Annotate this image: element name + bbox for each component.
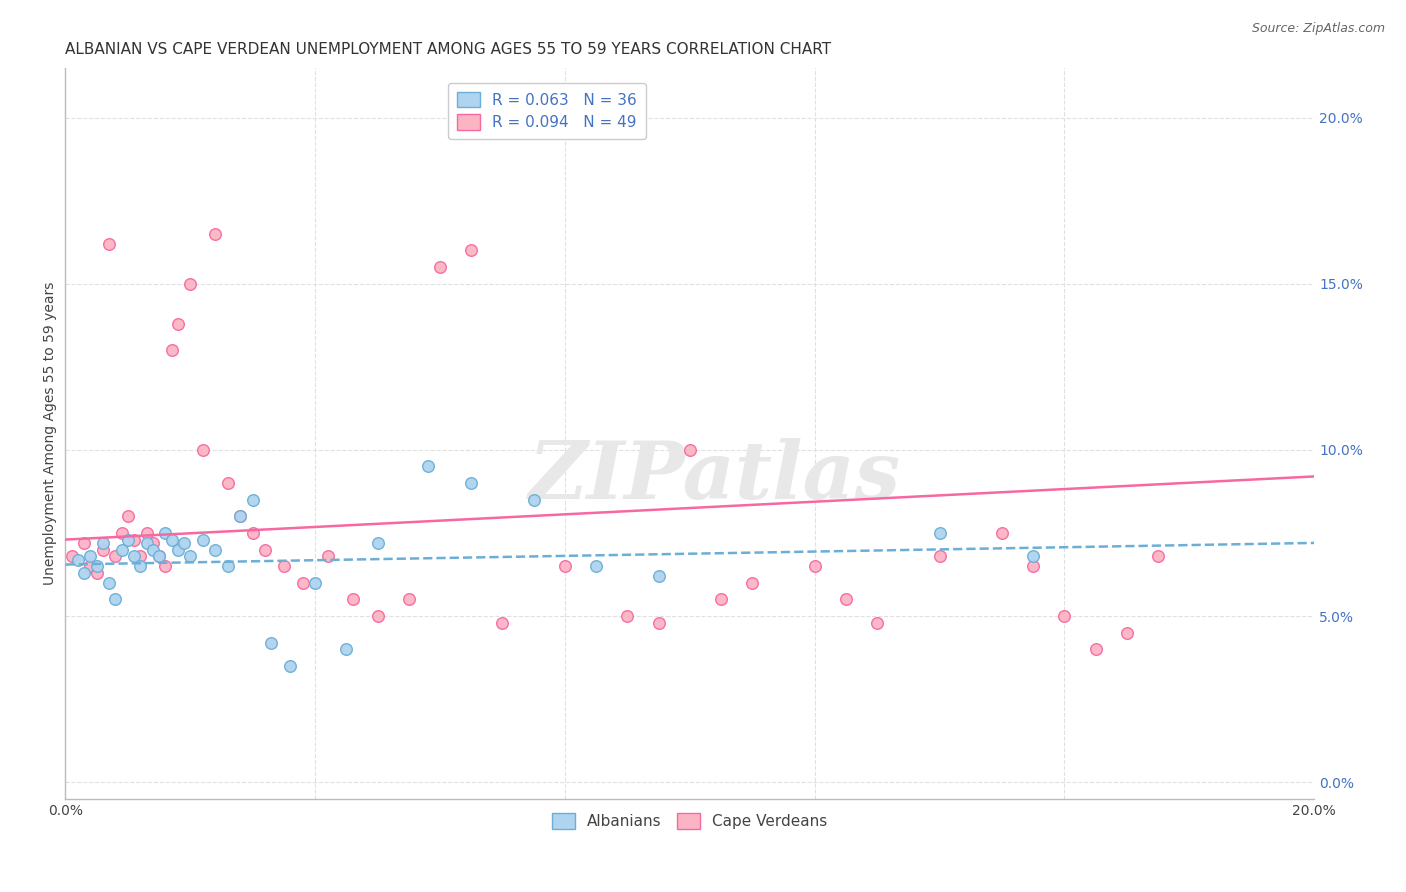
Point [217,559,239,574]
Point [647,569,669,583]
Point [142,542,165,557]
Point [129,549,152,564]
Point [160,343,183,358]
Point [554,559,576,574]
Point [135,536,157,550]
Point [204,227,226,241]
Point [148,549,170,564]
Point [111,525,134,540]
Text: ALBANIAN VS CAPE VERDEAN UNEMPLOYMENT AMONG AGES 55 TO 59 YEARS CORRELATION CHAR: ALBANIAN VS CAPE VERDEAN UNEMPLOYMENT AM… [66,42,831,57]
Point [316,549,339,564]
Point [111,542,134,557]
Point [342,592,364,607]
Point [217,476,239,491]
Point [91,542,114,557]
Point [291,575,314,590]
Point [229,509,252,524]
Point [616,609,638,624]
Point [98,236,121,251]
Y-axis label: Unemployment Among Ages 55 to 59 years: Unemployment Among Ages 55 to 59 years [44,282,58,585]
Point [991,525,1014,540]
Point [429,260,451,274]
Text: ZIPatlas: ZIPatlas [529,438,901,516]
Point [98,575,121,590]
Point [60,549,83,564]
Point [835,592,858,607]
Point [73,566,96,580]
Point [166,542,188,557]
Point [304,575,326,590]
Legend: Albanians, Cape Verdeans: Albanians, Cape Verdeans [546,807,834,835]
Point [66,552,89,566]
Point [104,592,127,607]
Point [86,566,108,580]
Point [585,559,607,574]
Point [1147,549,1170,564]
Point [254,542,277,557]
Point [166,317,188,331]
Point [204,542,226,557]
Point [191,533,214,547]
Point [79,559,101,574]
Point [242,492,264,507]
Point [335,642,357,657]
Point [679,442,702,457]
Point [155,525,177,540]
Point [1084,642,1107,657]
Text: Source: ZipAtlas.com: Source: ZipAtlas.com [1251,22,1385,36]
Point [416,459,439,474]
Point [79,549,101,564]
Point [122,533,145,547]
Point [460,244,482,258]
Point [1022,549,1045,564]
Point [117,509,139,524]
Point [242,525,264,540]
Point [398,592,420,607]
Point [91,536,114,550]
Point [191,442,214,457]
Point [173,536,195,550]
Point [1115,625,1137,640]
Point [73,536,96,550]
Point [367,609,389,624]
Point [278,659,301,673]
Point [523,492,546,507]
Point [86,559,108,574]
Point [866,615,889,630]
Point [135,525,157,540]
Point [260,635,283,649]
Point [460,476,482,491]
Point [129,559,152,574]
Point [367,536,389,550]
Point [179,549,201,564]
Point [229,509,252,524]
Point [160,533,183,547]
Point [1053,609,1076,624]
Point [142,536,165,550]
Point [647,615,669,630]
Point [179,277,201,291]
Point [710,592,733,607]
Point [803,559,825,574]
Point [491,615,513,630]
Point [104,549,127,564]
Point [148,549,170,564]
Point [928,525,950,540]
Point [741,575,763,590]
Point [1022,559,1045,574]
Point [117,533,139,547]
Point [928,549,950,564]
Point [273,559,295,574]
Point [155,559,177,574]
Point [122,549,145,564]
